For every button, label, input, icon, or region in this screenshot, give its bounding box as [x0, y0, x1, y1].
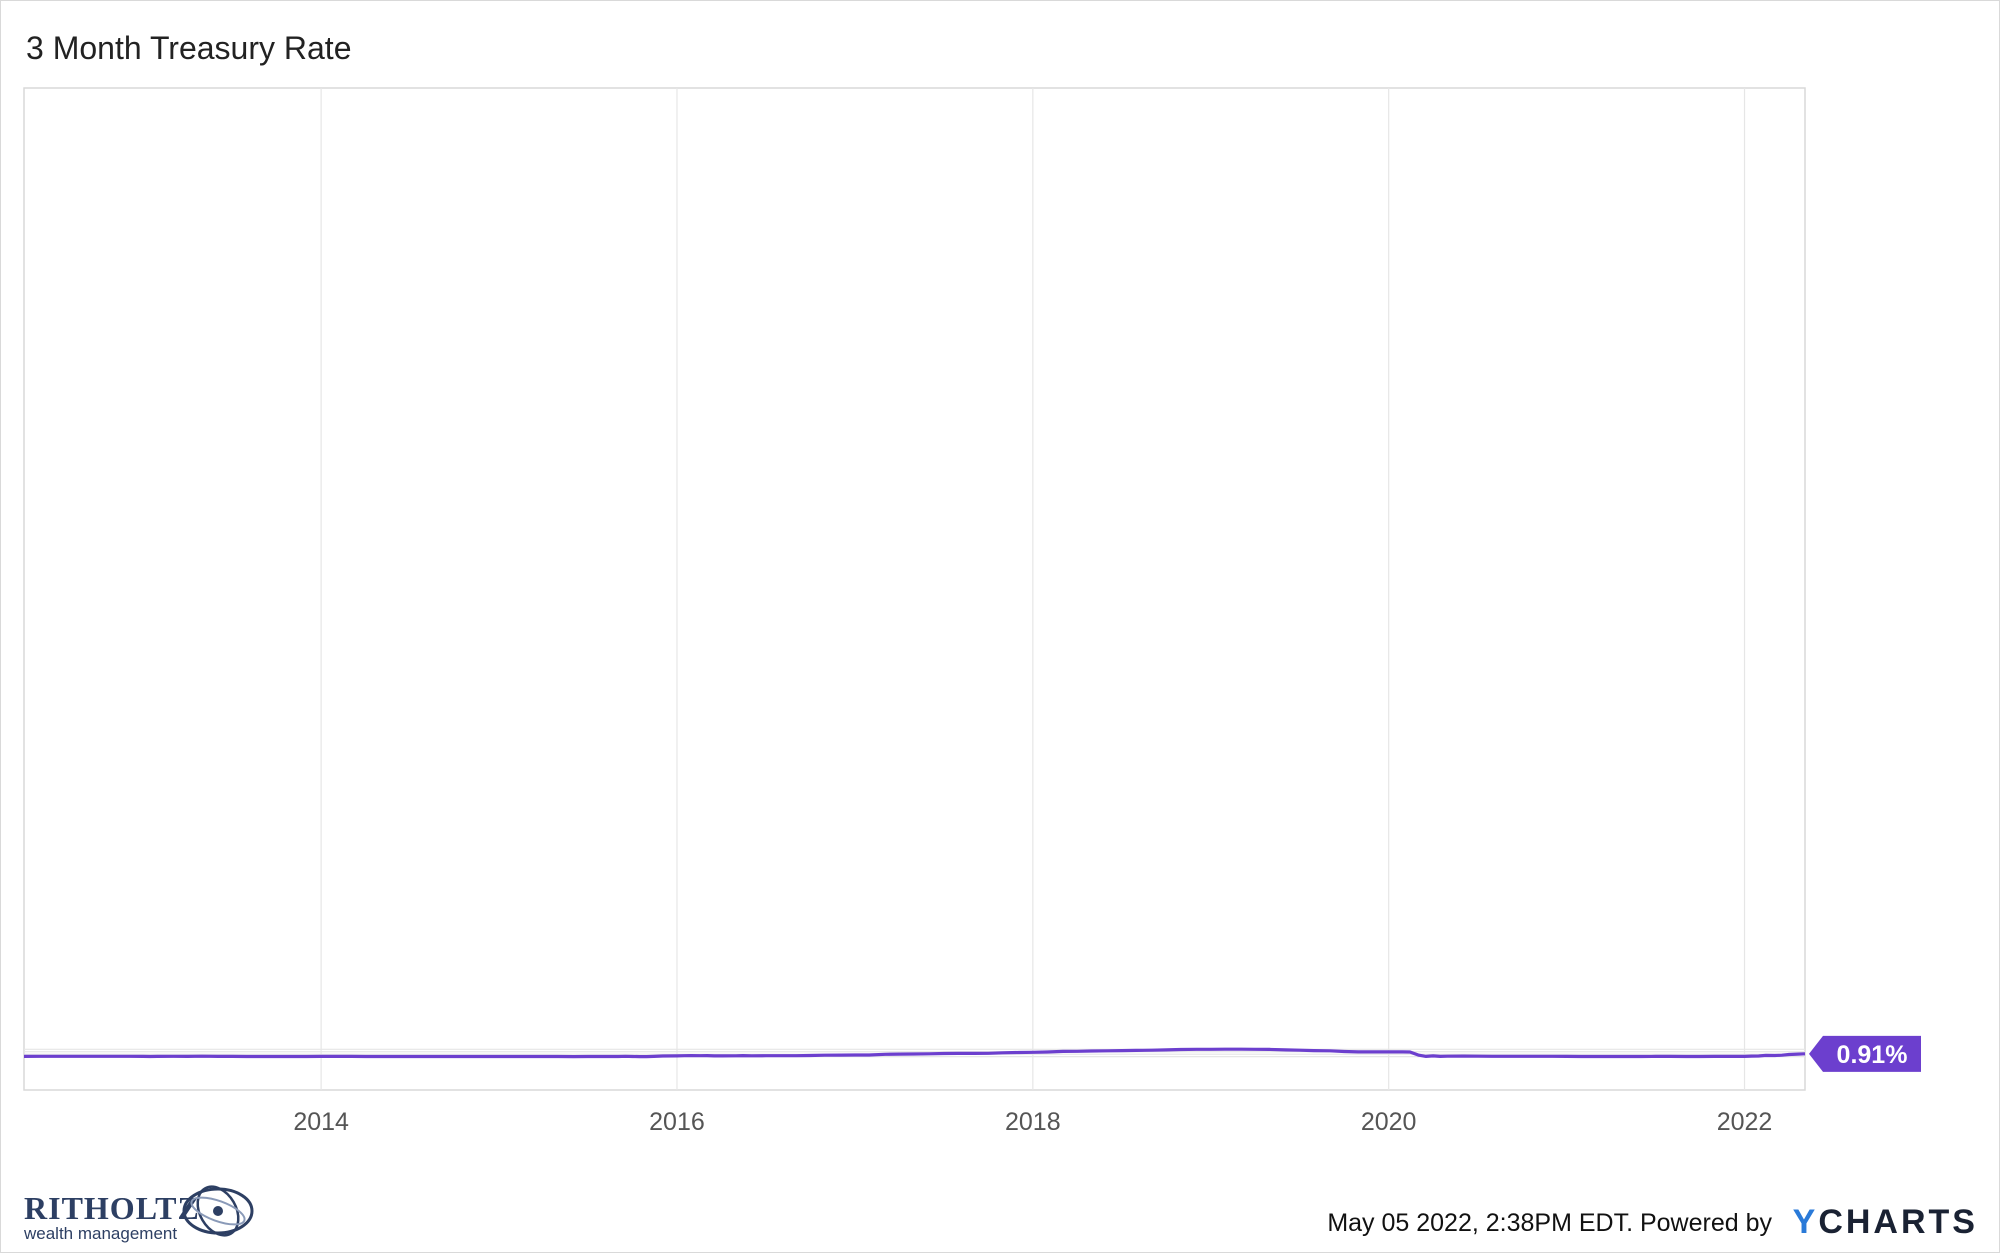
last-value-label: 0.91%	[1837, 1041, 1908, 1069]
last-value-flag	[1809, 1035, 1921, 1072]
grid-layer	[23, 87, 1806, 1091]
plot-border	[23, 87, 1806, 1091]
x-tick-label: 2020	[1361, 1108, 1417, 1136]
x-tick-label: 2014	[293, 1108, 349, 1136]
series-layer	[23, 1047, 1806, 1059]
last-value-marker: 0.91%	[1809, 1035, 1921, 1072]
x-tick-label: 2016	[649, 1108, 705, 1136]
footer-timestamp: May 05 2022, 2:38PM EDT. Powered by	[1327, 1209, 1772, 1237]
ycharts-logo-y: Y	[1792, 1203, 1819, 1241]
x-tick-label: 2022	[1717, 1108, 1773, 1136]
ycharts-logo[interactable]: YCHARTS	[1793, 1203, 1978, 1242]
globe-emblem-icon	[182, 1185, 254, 1237]
series-line	[23, 1047, 1806, 1059]
brand-name: RITHOLTZ	[24, 1190, 200, 1226]
ycharts-logo-text: CHARTS	[1818, 1203, 1978, 1241]
ritholtz-logo: RITHOLTZ wealth management	[24, 1180, 264, 1243]
x-tick-label: 2018	[1005, 1108, 1061, 1136]
brand-subtitle: wealth management	[24, 1224, 178, 1243]
chart-title: 3 Month Treasury Rate	[26, 30, 352, 66]
